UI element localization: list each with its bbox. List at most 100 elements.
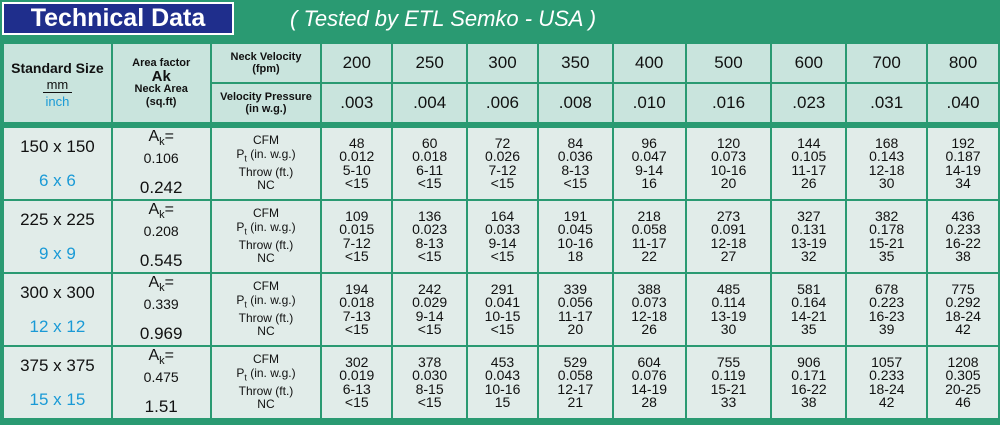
value-cell: 242 0.029 9-14 <15	[393, 274, 467, 345]
in-wg-label: (in w.g.)	[245, 103, 287, 115]
banner-title: Technical Data	[2, 2, 234, 35]
throw-value: 13-19	[710, 307, 747, 324]
throw-label: Throw (ft.)	[238, 310, 294, 325]
nc-value: 30	[720, 320, 737, 337]
pt-value: 0.030	[412, 367, 448, 384]
pt-value: 0.292	[945, 294, 981, 311]
area-cell: Ak= 0.475 1.51	[112, 347, 210, 418]
header-area-factor: Area factor Ak Neck Area (sq.ft)	[112, 44, 210, 122]
pt-value: 0.233	[869, 367, 905, 384]
nc-value: 35	[878, 247, 895, 264]
throw-value: 8-13	[561, 161, 590, 178]
throw-value: 18-24	[868, 380, 905, 397]
cfm-value: 84	[567, 134, 584, 151]
cfm-value: 378	[417, 353, 442, 370]
ak-suffix: =	[164, 274, 174, 292]
nc-value: <15	[563, 174, 588, 191]
cfm-value: 388	[637, 280, 661, 297]
nc-value: <15	[417, 320, 442, 337]
cfm-value: 302	[345, 353, 369, 370]
value-cell: 382 0.178 15-21 35	[847, 201, 927, 272]
throw-value: 18-24	[945, 307, 981, 324]
velocity-pressure-value: .040	[928, 84, 998, 122]
size-inch: 6 x 6	[38, 170, 76, 190]
pt-value: 0.073	[631, 294, 667, 311]
throw-value: 9-14	[635, 161, 664, 178]
pt-value: 0.171	[791, 367, 827, 384]
ak-label: Ak=	[113, 275, 210, 296]
cfm-value: 191	[563, 207, 587, 224]
pt-value: 0.305	[945, 367, 981, 384]
value-cell: 755 0.119 15-21 33	[686, 347, 771, 418]
pt-value: 0.043	[484, 367, 520, 384]
fpm-label: (fpm)	[252, 63, 280, 75]
pt-value: 0.164	[791, 294, 827, 311]
neck-velocity-value: 600	[772, 44, 846, 82]
velocity-pressure-value: .004	[393, 84, 467, 122]
pt-value: 0.091	[710, 221, 747, 238]
neck-area-label: Neck Area	[134, 83, 188, 95]
velocity-pressure-value: .023	[772, 84, 846, 122]
cfm-value: 453	[490, 353, 515, 370]
area-factor-label: Area factor	[132, 57, 191, 69]
value-cell: 291 0.041 10-15 <15	[468, 274, 537, 345]
velocity-pressure-value: .008	[538, 84, 612, 122]
ak-suffix: =	[164, 128, 174, 146]
ak-sub: k	[159, 209, 165, 222]
pt-value: 0.029	[412, 294, 448, 311]
nc-label: NC	[257, 178, 275, 193]
cfm-value: 60	[421, 134, 438, 151]
nc-value: 15	[494, 393, 511, 410]
value-cell: 1057 0.233 18-24 42	[847, 347, 927, 418]
cfm-value: 775	[951, 280, 975, 297]
throw-value: 12-18	[868, 161, 905, 178]
cfm-value: 382	[874, 207, 899, 224]
nc-value: <15	[490, 320, 515, 337]
throw-value: 9-14	[415, 307, 444, 324]
value-cell: 218 0.058 11-17 22	[613, 201, 685, 272]
pt-suffix: (in. w.g.)	[246, 292, 296, 307]
pt-value: 0.223	[869, 294, 905, 311]
pt-suffix: (in. w.g.)	[246, 146, 296, 161]
throw-value: 11-17	[631, 234, 667, 251]
pt-label: Pt (in. w.g.)	[212, 292, 321, 312]
cfm-value: 1057	[871, 353, 903, 370]
value-cell: 84 0.036 8-13 <15	[538, 128, 612, 199]
size-mm: 225 x 225	[20, 209, 95, 229]
nc-value: 30	[878, 174, 895, 191]
pt-prefix: P	[236, 219, 245, 234]
cfm-value: 678	[874, 280, 899, 297]
area-cell: Ak= 0.208 0.545	[112, 201, 210, 272]
throw-value: 14-21	[790, 307, 827, 324]
nc-value: 26	[801, 174, 817, 191]
sqft-label: (sq.ft)	[145, 96, 177, 108]
throw-value: 14-19	[945, 161, 981, 178]
property-labels: CFM Pt (in. w.g.) Throw (ft.) NC	[211, 128, 321, 199]
property-labels: CFM Pt (in. w.g.) Throw (ft.) NC	[211, 274, 321, 345]
neck-velocity-value: 300	[468, 44, 537, 82]
throw-value: 15-21	[868, 234, 905, 251]
value-cell: 436 0.233 16-22 38	[928, 201, 998, 272]
cfm-value: 164	[490, 207, 515, 224]
header-standard-size: Standard Size mm inch	[4, 44, 111, 122]
value-cell: 302 0.019 6-13 <15	[322, 347, 392, 418]
cfm-value: 144	[797, 134, 821, 151]
value-cell: 191 0.045 10-16 18	[538, 201, 612, 272]
velocity-pressure-label: Velocity Pressure	[220, 91, 312, 103]
nc-value: 32	[801, 247, 817, 264]
neck-area-value: 0.545	[139, 250, 183, 270]
value-cell: 72 0.026 7-12 <15	[468, 128, 537, 199]
value-cell: 327 0.131 13-19 32	[772, 201, 846, 272]
throw-value: 6-13	[342, 380, 371, 397]
throw-value: 5-10	[342, 161, 371, 178]
throw-value: 7-12	[342, 234, 371, 251]
pt-value: 0.019	[339, 367, 375, 384]
throw-value: 7-12	[488, 161, 517, 178]
velocity-pressure-value: .003	[322, 84, 392, 122]
cfm-label: CFM	[252, 352, 279, 367]
value-cell: 273 0.091 12-18 27	[686, 201, 771, 272]
nc-value: 28	[641, 393, 657, 410]
pt-sub: t	[244, 372, 247, 383]
pt-prefix: P	[236, 146, 245, 161]
size-mm: 375 x 375	[20, 355, 95, 375]
